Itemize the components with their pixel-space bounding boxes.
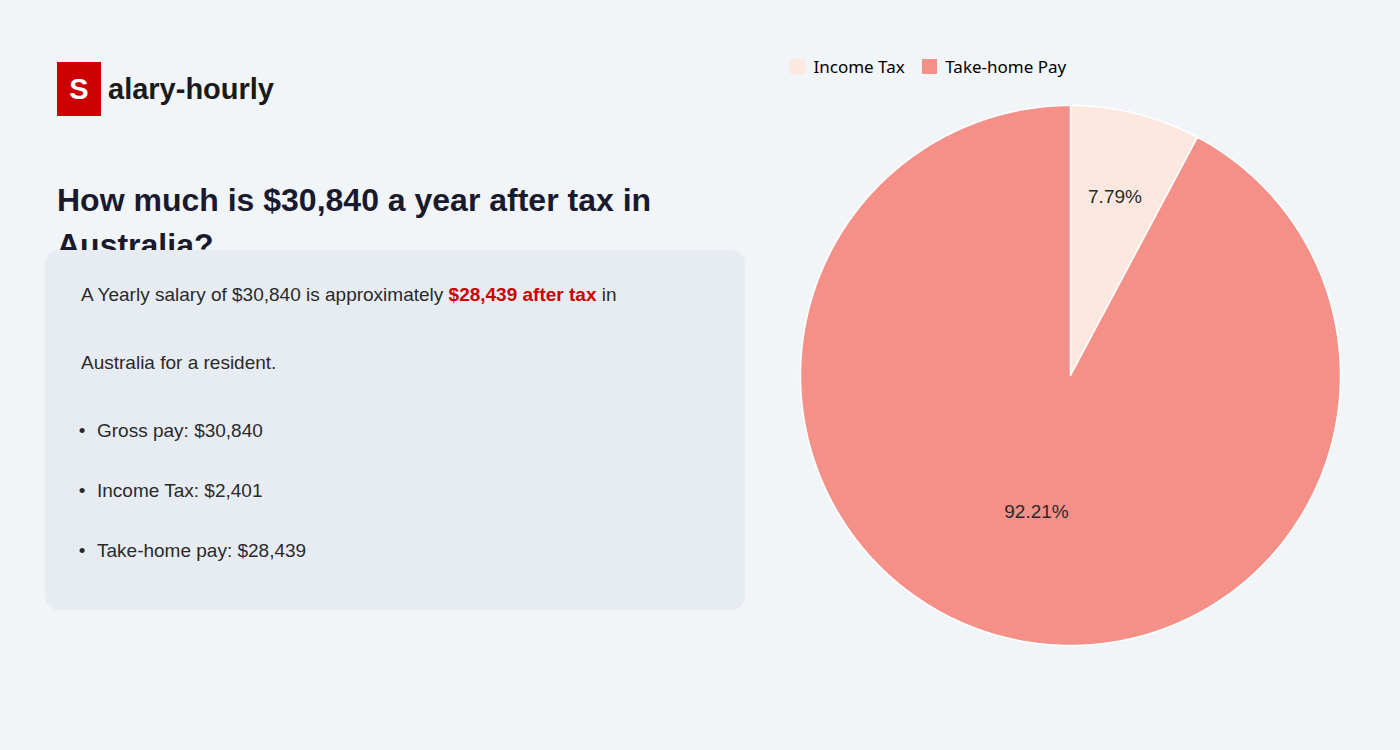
html-text:Income Tax: $2,401: Income Tax: $2,401 — [97, 480, 263, 501]
html-text:Income Tax: Income Tax — [813, 55, 905, 78]
html-text:alary-hourly: alary-hourly — [108, 72, 274, 105]
html-text:Take-home pay: $28,439: Take-home pay: $28,439 — [97, 540, 307, 561]
svg-text:92.21%: 92.21% — [1004, 501, 1069, 522]
html-text:Australia for a resident.: Australia for a resident. — [81, 352, 277, 373]
svg-text:7.79%: 7.79% — [1088, 186, 1142, 207]
html-text:A Yearly salary of $30,840 is: A Yearly salary of $30,840 is approximat… — [81, 284, 617, 305]
html-text:S: S — [69, 73, 89, 105]
html-text:Take-home Pay: Take-home Pay — [945, 55, 1067, 78]
html-text:How much is $30,840 a year aft: How much is $30,840 a year after tax in … — [57, 182, 652, 263]
html-text:Gross pay: $30,840: Gross pay: $30,840 — [97, 420, 263, 441]
